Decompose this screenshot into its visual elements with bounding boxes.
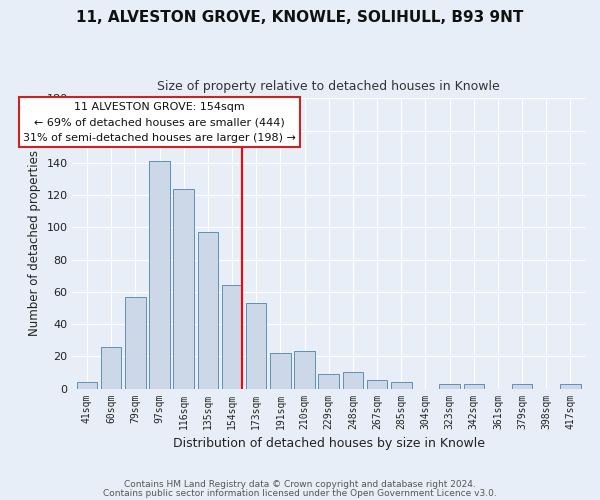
Text: 11, ALVESTON GROVE, KNOWLE, SOLIHULL, B93 9NT: 11, ALVESTON GROVE, KNOWLE, SOLIHULL, B9… bbox=[76, 10, 524, 25]
Title: Size of property relative to detached houses in Knowle: Size of property relative to detached ho… bbox=[157, 80, 500, 93]
Bar bbox=[367, 380, 388, 388]
Bar bbox=[125, 296, 146, 388]
Text: Contains HM Land Registry data © Crown copyright and database right 2024.: Contains HM Land Registry data © Crown c… bbox=[124, 480, 476, 489]
Bar bbox=[391, 382, 412, 388]
Bar bbox=[512, 384, 532, 388]
Bar bbox=[101, 346, 121, 389]
X-axis label: Distribution of detached houses by size in Knowle: Distribution of detached houses by size … bbox=[173, 437, 485, 450]
Bar bbox=[197, 232, 218, 388]
Bar bbox=[294, 352, 315, 389]
Bar bbox=[246, 303, 266, 388]
Text: Contains public sector information licensed under the Open Government Licence v3: Contains public sector information licen… bbox=[103, 488, 497, 498]
Bar bbox=[560, 384, 581, 388]
Bar bbox=[343, 372, 363, 388]
Bar bbox=[464, 384, 484, 388]
Bar bbox=[77, 382, 97, 388]
Bar bbox=[222, 286, 242, 389]
Bar bbox=[270, 353, 290, 388]
Bar bbox=[149, 161, 170, 388]
Bar bbox=[319, 374, 339, 388]
Y-axis label: Number of detached properties: Number of detached properties bbox=[28, 150, 41, 336]
Bar bbox=[173, 188, 194, 388]
Bar bbox=[439, 384, 460, 388]
Text: 11 ALVESTON GROVE: 154sqm
← 69% of detached houses are smaller (444)
31% of semi: 11 ALVESTON GROVE: 154sqm ← 69% of detac… bbox=[23, 102, 296, 143]
